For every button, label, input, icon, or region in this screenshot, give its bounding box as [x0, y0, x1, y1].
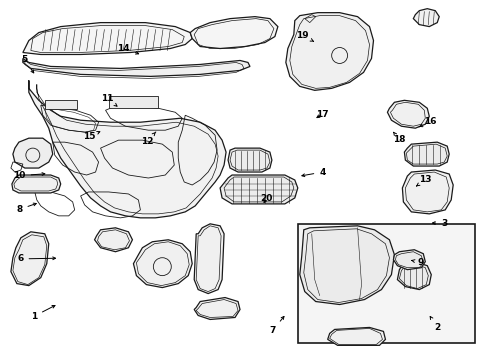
Text: 4: 4	[301, 168, 325, 177]
Text: 13: 13	[416, 175, 431, 186]
Text: 5: 5	[21, 55, 34, 73]
Polygon shape	[386, 100, 428, 128]
FancyBboxPatch shape	[108, 96, 158, 108]
Text: 16: 16	[418, 117, 436, 127]
Polygon shape	[397, 262, 430, 289]
Text: 11: 11	[101, 94, 117, 106]
Polygon shape	[190, 17, 277, 49]
Polygon shape	[133, 240, 192, 288]
Text: 2: 2	[429, 316, 439, 332]
Text: 15: 15	[83, 131, 100, 141]
Text: 20: 20	[260, 194, 272, 203]
Polygon shape	[194, 298, 240, 319]
FancyBboxPatch shape	[45, 100, 77, 109]
Polygon shape	[404, 142, 448, 166]
Text: 7: 7	[269, 316, 284, 335]
Text: 6: 6	[17, 255, 56, 264]
Polygon shape	[23, 23, 192, 54]
Polygon shape	[23, 58, 249, 76]
Polygon shape	[412, 9, 438, 27]
Polygon shape	[227, 148, 271, 172]
Text: 17: 17	[315, 109, 328, 118]
Polygon shape	[299, 226, 394, 305]
Polygon shape	[220, 175, 297, 204]
Text: 19: 19	[295, 31, 313, 41]
Polygon shape	[11, 232, 49, 285]
Text: 3: 3	[431, 219, 447, 228]
Polygon shape	[285, 13, 373, 90]
Polygon shape	[402, 170, 452, 214]
Polygon shape	[327, 328, 385, 345]
Text: 18: 18	[392, 132, 405, 144]
Text: 14: 14	[117, 44, 138, 54]
Text: 8: 8	[16, 203, 36, 214]
Polygon shape	[194, 224, 224, 293]
Polygon shape	[94, 228, 132, 252]
Polygon shape	[13, 138, 53, 168]
Text: 1: 1	[31, 306, 55, 321]
Polygon shape	[393, 250, 425, 270]
Text: 10: 10	[13, 171, 45, 180]
Polygon shape	[12, 175, 61, 193]
Bar	[297, 224, 474, 343]
Polygon shape	[29, 80, 225, 218]
Text: 9: 9	[411, 258, 423, 267]
Text: 12: 12	[141, 132, 156, 146]
